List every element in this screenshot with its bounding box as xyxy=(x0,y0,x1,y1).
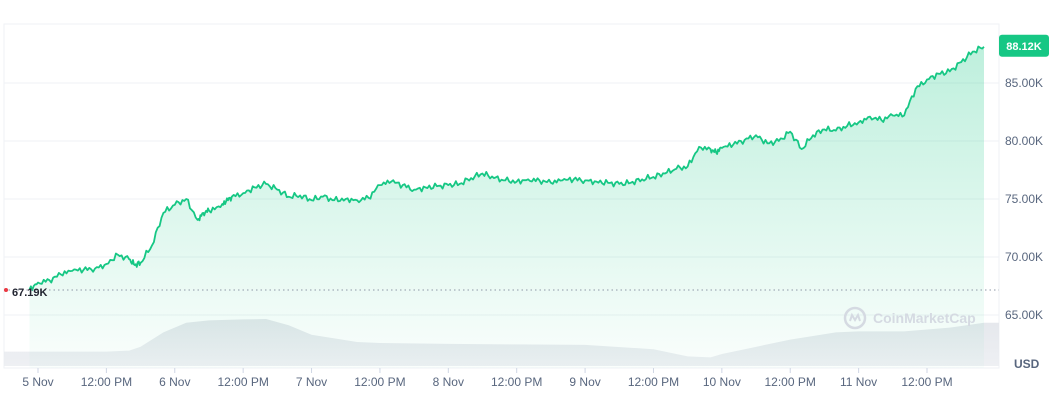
y-tick-label: 65.00K xyxy=(1005,308,1043,322)
x-tick-label: 10 Nov xyxy=(703,375,741,389)
coinmarketcap-logo-icon xyxy=(843,306,867,330)
price-line[interactable] xyxy=(28,45,985,291)
y-tick-label: 75.00K xyxy=(1005,192,1043,206)
x-tick-label: 12:00 PM xyxy=(354,375,405,389)
watermark-text: CoinMarketCap xyxy=(873,310,976,326)
x-tick-label: 5 Nov xyxy=(22,375,53,389)
last-price-badge-bg xyxy=(999,34,1049,57)
x-tick-label: 6 Nov xyxy=(159,375,190,389)
x-tick-label: 8 Nov xyxy=(433,375,464,389)
x-tick-label: 9 Nov xyxy=(569,375,600,389)
y-tick-label: 70.00K xyxy=(1005,250,1043,264)
x-tick-label: 7 Nov xyxy=(296,375,327,389)
open-price-label: 67.19K xyxy=(12,287,48,299)
y-tick-label: 85.00K xyxy=(1005,76,1043,90)
open-price-marker xyxy=(4,288,8,292)
coinmarketcap-logo-mark-icon xyxy=(849,312,861,322)
open-price-layer: 67.19K xyxy=(4,287,999,299)
x-tick-label: 12:00 PM xyxy=(81,375,132,389)
x-tick-label: 12:00 PM xyxy=(628,375,679,389)
y-axis-ticks: 65.00K 70.00K 75.00K 80.00K 85.00K xyxy=(1005,76,1043,322)
last-price-badge[interactable]: 88.12K xyxy=(999,34,1049,57)
x-tick-label: 12:00 PM xyxy=(218,375,269,389)
x-tick-label: 12:00 PM xyxy=(491,375,542,389)
x-tick-label: 12:00 PM xyxy=(901,375,952,389)
price-area-fill xyxy=(29,46,984,368)
last-price-label: 88.12K xyxy=(1006,41,1042,53)
x-tick-label: 11 Nov xyxy=(840,375,877,389)
currency-unit-label: USD xyxy=(1014,357,1040,371)
x-tick-label: 12:00 PM xyxy=(765,375,816,389)
price-area-layer xyxy=(28,45,985,368)
y-tick-label: 80.00K xyxy=(1005,134,1043,148)
coinmarketcap-watermark: CoinMarketCap xyxy=(843,306,976,330)
x-axis-ticks: 5 Nov 12:00 PM 6 Nov 12:00 PM 7 Nov 12:00 PM 8… xyxy=(22,368,953,389)
